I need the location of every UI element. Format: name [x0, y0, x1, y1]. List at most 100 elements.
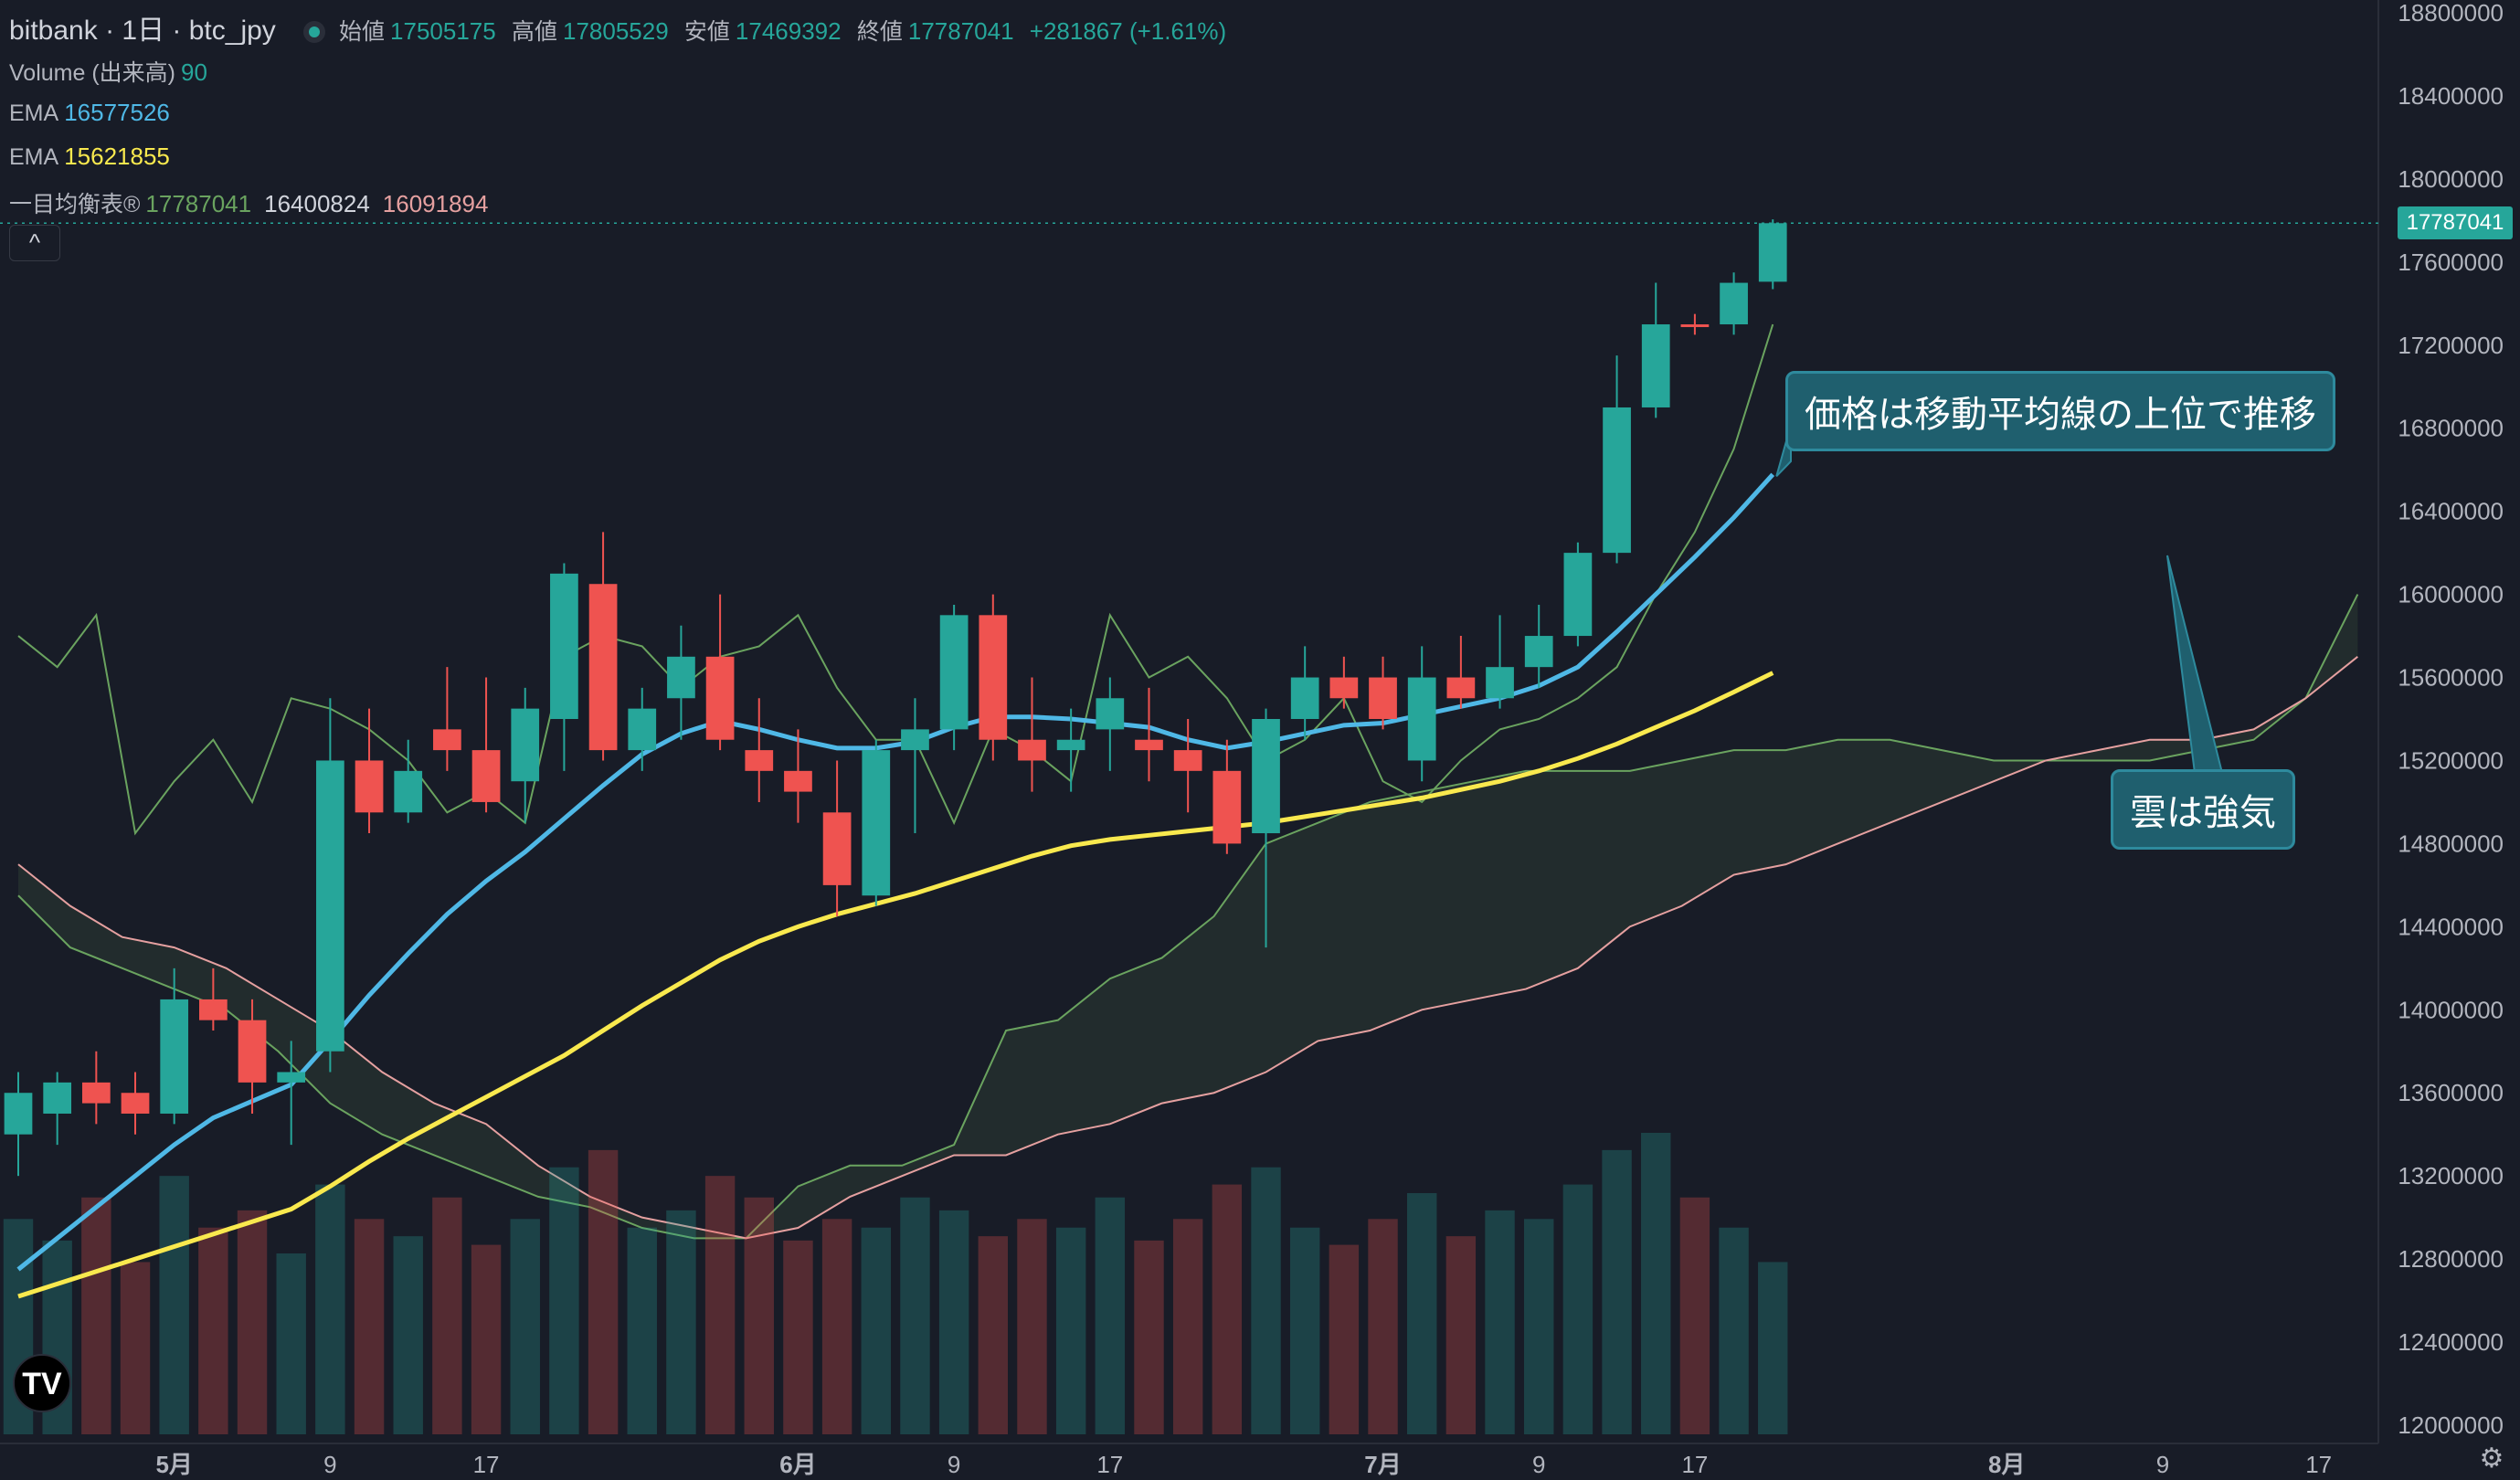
- volume-bar: [1641, 1133, 1671, 1434]
- collapse-legend-button[interactable]: ^: [9, 225, 60, 261]
- candle-body: [277, 1072, 306, 1083]
- candle-body: [939, 615, 969, 730]
- legend-volume[interactable]: Volume (出来高) 90: [9, 55, 220, 88]
- price-tick-label: 18400000: [2398, 82, 2504, 110]
- candle-body: [1096, 698, 1125, 730]
- volume-bar: [1329, 1244, 1360, 1434]
- gear-icon[interactable]: ⚙: [2479, 1443, 2504, 1474]
- candle-body: [1173, 750, 1202, 771]
- ichimoku-value-3: 16091894: [382, 190, 489, 217]
- volume-bar: [393, 1236, 423, 1434]
- tradingview-logo-icon[interactable]: TV: [13, 1354, 71, 1412]
- volume-bar: [198, 1227, 228, 1434]
- open-value: 17505175: [390, 17, 496, 45]
- volume-bar: [1562, 1184, 1594, 1434]
- price-tick-label: 18800000: [2398, 0, 2504, 26]
- legend-ema-fast[interactable]: EMA 16577526: [9, 99, 183, 127]
- time-tick-label: 17: [1096, 1451, 1123, 1478]
- legend-ema-slow[interactable]: EMA 15621855: [9, 143, 183, 171]
- volume-bar: [549, 1167, 579, 1434]
- candle-body: [705, 656, 735, 740]
- high-label: 高値: [511, 19, 557, 45]
- volume-bar: [510, 1219, 540, 1434]
- candle-body: [1252, 719, 1280, 834]
- callout-cloud: 雲は強気: [2111, 769, 2295, 850]
- time-tick-label: 9: [323, 1451, 336, 1478]
- volume-bar: [1485, 1210, 1515, 1434]
- indicator-lines: [16, 323, 1775, 1299]
- price-tick-label: 12000000: [2398, 1411, 2504, 1439]
- price-tick-label: 15200000: [2398, 746, 2504, 774]
- time-tick-label: 6月: [779, 1451, 816, 1478]
- price-tick-label: 14400000: [2398, 913, 2504, 940]
- candle-body: [1446, 677, 1476, 699]
- candle-body: [1486, 667, 1514, 699]
- candle-body: [1369, 677, 1397, 719]
- legend-ichimoku[interactable]: 一目均衡表® 17787041 16400824 16091894: [9, 186, 501, 219]
- volume-value: 90: [180, 58, 207, 86]
- volume-bar: [81, 1197, 111, 1434]
- price-tick-label: 12800000: [2398, 1245, 2504, 1273]
- candle-body: [1603, 407, 1631, 554]
- candle-body: [1641, 324, 1670, 407]
- price-tick-label: 17600000: [2398, 248, 2504, 276]
- volume-bar: [1134, 1240, 1164, 1434]
- conversion-line: [17, 323, 1774, 836]
- volume-bar: [1368, 1219, 1398, 1434]
- volume-bar: [120, 1262, 151, 1434]
- volume-bar: [159, 1176, 189, 1434]
- high-value: 17805529: [562, 17, 669, 45]
- candle-body: [667, 656, 695, 699]
- volume-bar: [1445, 1236, 1477, 1434]
- ema-slow-label: EMA: [9, 144, 59, 170]
- candle-body: [550, 573, 578, 719]
- volume-bar: [1758, 1262, 1788, 1434]
- low-value: 17469392: [735, 17, 842, 45]
- volume-bar: [1602, 1149, 1632, 1434]
- candle-body: [316, 760, 344, 1052]
- price-tick-label: 13200000: [2398, 1162, 2504, 1189]
- candle-body: [1290, 677, 1319, 719]
- volume-bar: [821, 1219, 852, 1434]
- candle-body: [822, 812, 852, 885]
- candle-body: [1758, 223, 1787, 282]
- market-status-dot: [308, 26, 320, 38]
- time-tick-label: 17: [473, 1451, 500, 1478]
- time-tick-label: 5月: [155, 1451, 192, 1478]
- close-label: 終値: [856, 19, 903, 45]
- volume-bar: [1172, 1219, 1203, 1434]
- candle-body: [160, 999, 189, 1114]
- candle-body: [511, 708, 540, 782]
- volume-bar: [744, 1197, 774, 1434]
- low-label: 安値: [683, 19, 730, 45]
- candle-body: [745, 750, 774, 771]
- candle-body: [979, 615, 1008, 740]
- span-a-line: [17, 594, 2359, 1240]
- time-tick-label: 17: [1681, 1451, 1708, 1478]
- candle-body: [862, 750, 891, 896]
- price-tick-label: 14800000: [2398, 830, 2504, 857]
- candle-body: [1018, 739, 1046, 761]
- volume-bar: [471, 1244, 502, 1434]
- callout-above-ma: 価格は移動平均線の上位で推移: [1785, 371, 2335, 451]
- candle-body: [1056, 739, 1085, 751]
- candle-body: [81, 1082, 111, 1104]
- ema-fast-value: 16577526: [64, 99, 170, 126]
- volume-bar: [783, 1240, 813, 1434]
- price-tick-label: 14000000: [2398, 996, 2504, 1023]
- cloud-fill: [18, 594, 2358, 1239]
- close-value: 17787041: [907, 17, 1014, 45]
- price-tick-label: 16800000: [2398, 415, 2504, 442]
- volume-bar: [1055, 1227, 1086, 1434]
- ema-fast-label: EMA: [9, 100, 59, 126]
- ichimoku-value-1: 17787041: [145, 190, 252, 217]
- candle-body: [121, 1093, 150, 1114]
- symbol-title[interactable]: bitbank · 1日 · btc_jpy: [9, 16, 276, 46]
- price-axis[interactable]: 18800000 18400000 18000000 17600000 17200000…: [2398, 0, 2504, 1439]
- time-axis[interactable]: 5月 9 17 6月 9 17 7月 9 17 8月 9 17: [155, 1451, 2332, 1478]
- volume-bar: [978, 1236, 1009, 1434]
- candle-body: [901, 729, 929, 751]
- ema-fast-line: [16, 472, 1775, 1272]
- change-value: +281867 (+1.61%): [1029, 17, 1227, 45]
